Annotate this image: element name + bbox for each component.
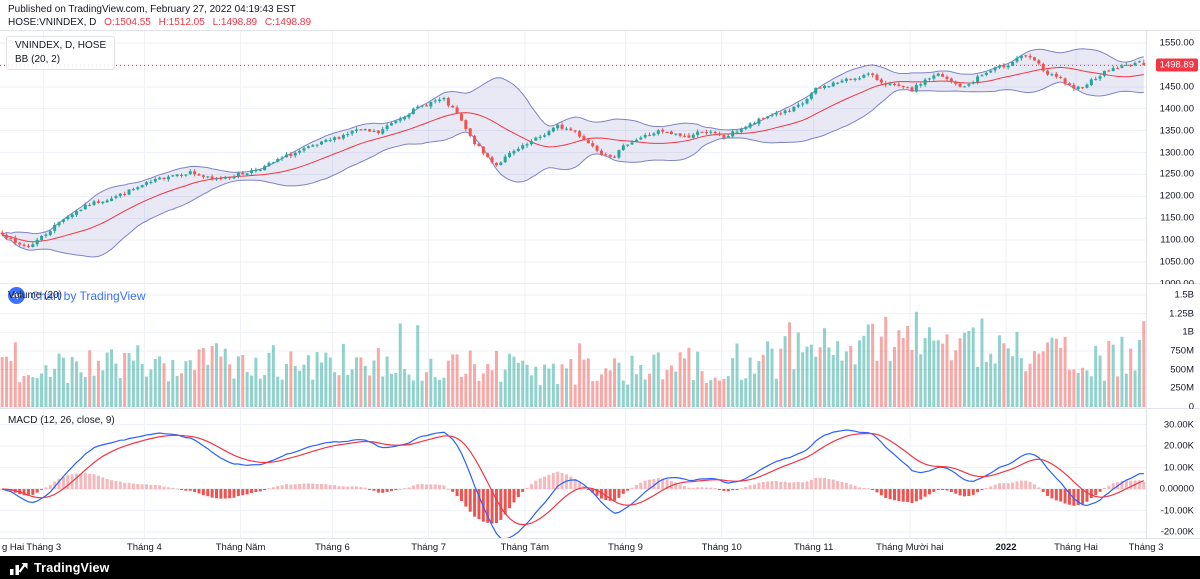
month-label: Tháng 4 [126,542,162,553]
macd-tick-label: 10.00K [1163,462,1194,473]
month-label: Tháng 6 [314,542,350,553]
macd-tick-label: 0.00000 [1159,483,1194,495]
month-label: Tháng Năm [215,542,266,553]
month-label: Tháng Hai [1054,542,1098,553]
price-tick-label: 1450.00 [1159,81,1194,93]
ohlc-open: O:1504.55 [104,17,151,28]
month-label: Tháng Tám [500,542,550,553]
price-tick-label: 1300.00 [1159,147,1194,159]
published-line: Published on TradingView.com, February 2… [8,4,296,15]
month-label: Tháng 3 [26,542,62,553]
price-tick-label: 1250.00 [1159,168,1194,180]
price-axis[interactable]: 1550.001500.001450.001400.001350.001300.… [1146,31,1200,290]
month-label: Tháng 7 [411,542,447,553]
volume-tick-label: 1B [1182,326,1194,338]
macd-tick-label: -20.00K [1160,526,1194,538]
ohlc-low: L:1498.89 [212,17,258,28]
footer-bar[interactable]: TradingView [0,556,1200,579]
watermark-label: Chart by TradingView [31,288,146,303]
price-chart-plot[interactable] [0,31,1146,284]
volume-tick-label: 500M [1170,364,1194,376]
price-tick-label: 1050.00 [1159,256,1194,268]
macd-panel: 30.00K 20.00K 10.00K 0.00000 -10.00K -20.00K … [0,409,1200,539]
volume-tick-label: 0 [1188,401,1194,413]
volume-legend-label: Volume (20) [8,290,62,301]
price-tick-label: 1350.00 [1159,125,1194,137]
macd-tick-label: 20.00K [1163,440,1194,452]
month-label: Tháng 9 [608,542,643,553]
month-label: Tháng 3 [1128,542,1164,553]
month-label: Tháng 10 [701,542,742,553]
macd-legend: MACD (12, 26, close, 9) [0,411,123,431]
price-tick-label: 1100.00 [1160,234,1194,246]
price-legend-bb: BB (20, 2) [15,54,61,65]
macd-tick-label: -10.00K [1160,505,1194,516]
volume-tick-label: 1.5B [1174,289,1194,301]
macd-chart-plot[interactable] [0,409,1146,538]
price-tick-label: 1550.00 [1159,37,1194,49]
month-label: Tháng 11 [793,542,834,553]
volume-tick-label: 1.25B [1169,308,1194,320]
snapshot-header: Published on TradingView.com, February 2… [0,0,1200,30]
month-label: g Hai [2,542,25,553]
volume-legend: Volume (20) [0,286,70,306]
volume-tick-label: 750M [1170,345,1194,357]
month-label: 2022 [995,542,1017,553]
tradingview-watermark[interactable]: Chart by TradingView [8,287,146,304]
time-axis[interactable]: g Hai Tháng 3 Tháng 4 Tháng Năm Tháng 6 Tháng… [0,539,1200,556]
volume-chart-plot[interactable] [0,284,1146,408]
price-panel: 1550.001500.001450.001400.001350.001300.… [0,30,1200,304]
price-tick-label: 1400.00 [1159,103,1194,115]
tradingview-logo-icon [8,287,25,304]
macd-axis[interactable]: 30.00K 20.00K 10.00K 0.00000 -10.00K -20.00K [1146,409,1200,538]
price-tick-label: 1200.00 [1159,190,1194,202]
price-legend-symbol: VNINDEX, D, HOSE [15,40,107,51]
volume-tick-label: 250M [1170,382,1194,394]
tradingview-logo-icon [10,562,28,575]
symbol-name: HOSE:VNINDEX, D [8,17,97,28]
volume-panel: 1.5B 1.25B 1B 750M 500M 250M 0 Volume (20) [0,284,1200,413]
brand-name: TradingView [34,560,110,575]
last-price-badge: 1498.89 [1155,58,1198,72]
month-label: Tháng Mười hai [876,542,944,553]
macd-legend-label: MACD (12, 26, close, 9) [8,415,115,426]
ohlc-close: C:1498.89 [264,17,312,28]
price-legend: VNINDEX, D, HOSE BB (20, 2) [6,36,116,70]
ohlc-high: H:1512.05 [158,17,205,28]
volume-axis[interactable]: 1.5B 1.25B 1B 750M 500M 250M 0 [1146,284,1200,413]
symbol-ohlc-line: HOSE:VNINDEX, D O:1504.55 H:1512.05 L:14… [8,16,1200,29]
macd-tick-label: 30.00K [1163,419,1194,430]
price-tick-label: 1150.00 [1160,212,1194,224]
